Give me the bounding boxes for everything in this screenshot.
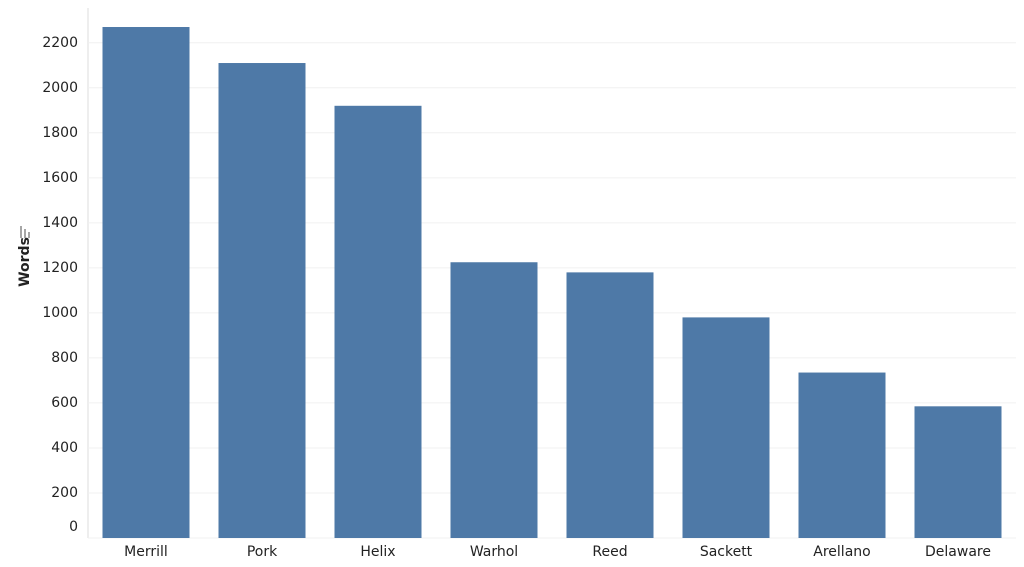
y-tick-label: 2200 <box>42 35 78 51</box>
x-tick-label: Warhol <box>470 544 518 560</box>
y-tick-label: 1400 <box>42 215 78 231</box>
bar <box>102 27 190 538</box>
x-tick-label: Reed <box>592 544 627 560</box>
bar <box>798 372 886 538</box>
bar <box>682 317 770 538</box>
bar <box>566 272 654 538</box>
y-tick-label: 1800 <box>42 125 78 141</box>
y-tick-label: 1600 <box>42 170 78 186</box>
bar <box>450 262 538 538</box>
bar <box>334 105 422 538</box>
sort-icon[interactable] <box>20 226 30 238</box>
y-tick-label: 400 <box>51 440 78 456</box>
x-tick-label: Helix <box>360 544 395 560</box>
y-tick-label: 600 <box>51 395 78 411</box>
y-axis-title: Words <box>17 237 33 287</box>
y-tick-label: 2000 <box>42 80 78 96</box>
x-tick-label: Merrill <box>124 544 168 560</box>
bar <box>914 406 1002 538</box>
y-tick-label: 200 <box>51 485 78 501</box>
x-tick-label: Sackett <box>700 544 753 560</box>
x-tick-label: Pork <box>247 544 278 560</box>
bar <box>218 63 306 538</box>
y-tick-label: 1200 <box>42 260 78 276</box>
y-tick-label: 1000 <box>42 305 78 321</box>
y-tick-label: 0 <box>69 519 78 535</box>
y-tick-label: 800 <box>51 350 78 366</box>
x-tick-label: Arellano <box>813 544 870 560</box>
x-tick-label: Delaware <box>925 544 991 560</box>
